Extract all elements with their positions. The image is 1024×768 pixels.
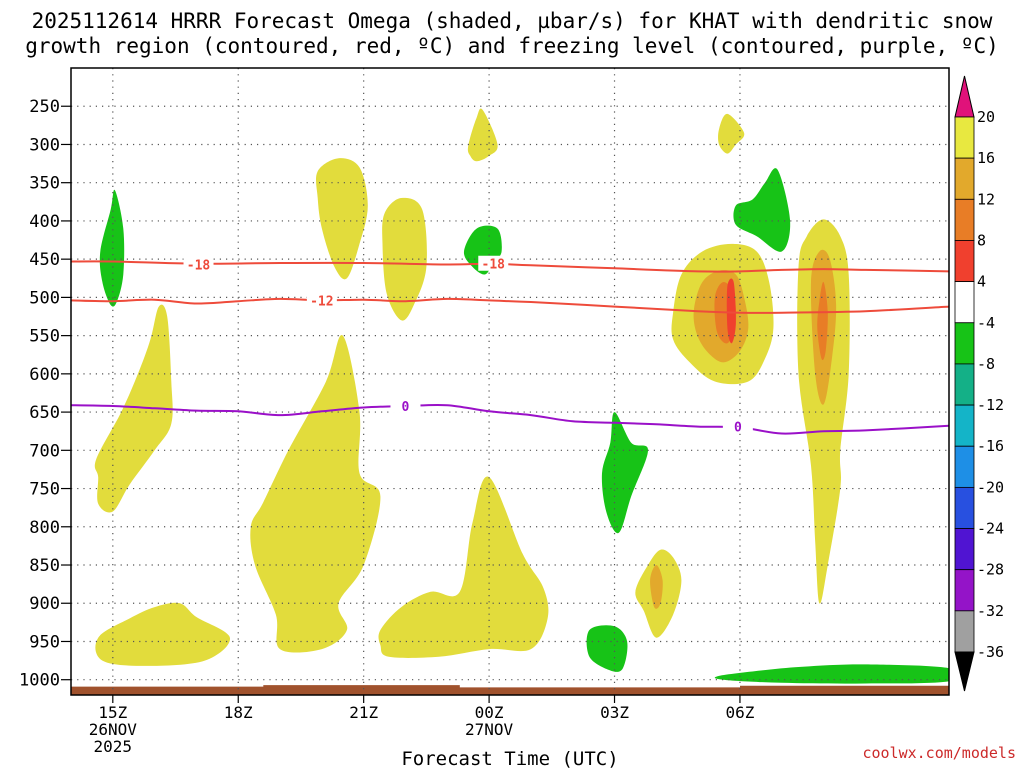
omega-region-3 <box>315 158 368 280</box>
y-tick-label-650: 650 <box>29 403 60 423</box>
omega-region-7 <box>718 113 745 154</box>
contour-label-0-1: 0 <box>734 421 742 436</box>
plot-area: -18 -18 -12 0 0 <box>70 67 950 696</box>
contour-label-bg-0-0 <box>390 397 421 413</box>
x-tick-label-15Z-2: 26NOV <box>89 720 138 739</box>
colorbar-bin-9 <box>954 486 975 529</box>
terrain <box>71 685 949 695</box>
colorbar-label-6: -8 <box>977 355 995 373</box>
colorbar-label-5: -4 <box>977 314 995 332</box>
plot-frame <box>70 67 950 696</box>
colorbar-label-8: -16 <box>977 437 1004 455</box>
omega-region-6 <box>467 108 498 162</box>
omega-region-16 <box>650 565 663 609</box>
y-tick-label-900: 900 <box>29 594 60 614</box>
colorbar-label-13: -36 <box>977 643 1004 661</box>
x-tick-label-06Z-1: 06Z <box>725 703 754 722</box>
omega-region-22 <box>714 664 949 684</box>
omega-region-2 <box>250 335 381 653</box>
colorbar-bin-2 <box>954 198 975 241</box>
x-axis-label: Forecast Time (UTC) <box>401 748 618 768</box>
omega-region-14 <box>817 281 828 361</box>
omega-region-19 <box>601 412 648 534</box>
colorbar-label-3: 8 <box>977 231 986 249</box>
colorbar-label-0: 20 <box>977 108 995 126</box>
x-tick-label-18Z-1: 18Z <box>224 703 253 722</box>
y-tick-label-500: 500 <box>29 288 60 308</box>
colorbar-bin-3 <box>954 240 975 283</box>
contour--12 <box>71 297 949 314</box>
contour-label--12-0: -12 <box>310 294 333 309</box>
omega-region-5 <box>378 476 549 658</box>
gridlines <box>71 68 949 695</box>
colorbar-top-arrow <box>954 75 975 118</box>
x-tick-label-03Z-1: 03Z <box>600 703 629 722</box>
chart-title-line-2: growth region (contoured, red, ºC) and f… <box>25 34 999 58</box>
y-tick-label-750: 750 <box>29 480 60 500</box>
colorbar-label-7: -12 <box>977 396 1004 414</box>
contour--18 <box>71 260 949 273</box>
colorbar-bin-6 <box>954 363 975 406</box>
y-tick-label-600: 600 <box>29 365 60 385</box>
colorbar-label-4: 4 <box>977 273 986 291</box>
omega-shading <box>94 108 949 684</box>
terrain-ground <box>71 685 949 695</box>
x-tick-label-00Z-1: 00Z <box>475 703 504 722</box>
omega-region-21 <box>586 625 628 672</box>
colorbar-label-11: -28 <box>977 561 1004 579</box>
contour-label-0-0: 0 <box>402 400 410 415</box>
colorbar-label-2: 12 <box>977 190 995 208</box>
contour-label-bg--12-0 <box>306 292 337 308</box>
x-tick-label-00Z-2: 27NOV <box>465 720 514 739</box>
y-tick-label-950: 950 <box>29 632 60 652</box>
x-tick-label-15Z-1: 15Z <box>98 703 127 722</box>
colorbar-bin-11 <box>954 569 975 612</box>
contour-lines: -18 -18 -12 0 0 <box>71 255 949 436</box>
chart-title-line-1: 2025112614 HRRR Forecast Omega (shaded, … <box>32 9 993 33</box>
colorbar-bin-5 <box>954 322 975 365</box>
omega-region-12 <box>797 219 850 604</box>
colorbar-bin-8 <box>954 445 975 488</box>
colorbar: 20 16 12 8 4 -4 -8 -12 -16 -20 -24 -28 -32 -36 <box>954 75 1004 692</box>
y-tick-label-400: 400 <box>29 212 60 232</box>
colorbar-bin-10 <box>954 528 975 571</box>
omega-region-1 <box>95 602 231 666</box>
y-tick-label-1000: 1000 <box>19 671 60 691</box>
colorbar-bin-4 <box>954 281 975 324</box>
colorbar-bin-1 <box>954 157 975 200</box>
y-tick-label-250: 250 <box>29 97 60 117</box>
y-tick-label-450: 450 <box>29 250 60 270</box>
y-tick-label-550: 550 <box>29 327 60 347</box>
omega-region-11 <box>726 278 736 344</box>
x-tick-label-21Z-1: 21Z <box>349 703 378 722</box>
credit-text: coolwx.com/models <box>862 744 1016 762</box>
omega-region-0 <box>94 304 173 513</box>
colorbar-label-1: 16 <box>977 149 995 167</box>
y-tick-label-700: 700 <box>29 441 60 461</box>
y-tick-label-850: 850 <box>29 556 60 576</box>
contour-label--18-1: -18 <box>482 258 506 273</box>
x-tick-label-15Z-3: 2025 <box>94 737 133 756</box>
contour-label--18-0: -18 <box>187 259 211 274</box>
colorbar-label-9: -20 <box>977 478 1004 496</box>
colorbar-bottom-arrow <box>954 651 975 692</box>
colorbar-label-12: -32 <box>977 602 1004 620</box>
contour-label-bg--18-0 <box>183 256 214 272</box>
y-tick-label-300: 300 <box>29 135 60 155</box>
omega-region-17 <box>99 189 125 307</box>
omega-region-20 <box>733 168 791 252</box>
y-tick-label-350: 350 <box>29 174 60 194</box>
y-axis: 250 300 350 400 450 500 550 600 650 700 750 800 850 9… <box>19 97 71 691</box>
contour-0 <box>71 403 949 435</box>
contour-label-bg-0-1 <box>722 418 753 434</box>
colorbar-bin-0 <box>954 116 975 159</box>
colorbar-bin-7 <box>954 404 975 447</box>
colorbar-label-10: -24 <box>977 520 1004 538</box>
contour-label-bg--18-1 <box>478 255 509 271</box>
colorbar-bin-12 <box>954 610 975 653</box>
omega-region-4 <box>382 197 427 321</box>
y-tick-label-800: 800 <box>29 518 60 538</box>
